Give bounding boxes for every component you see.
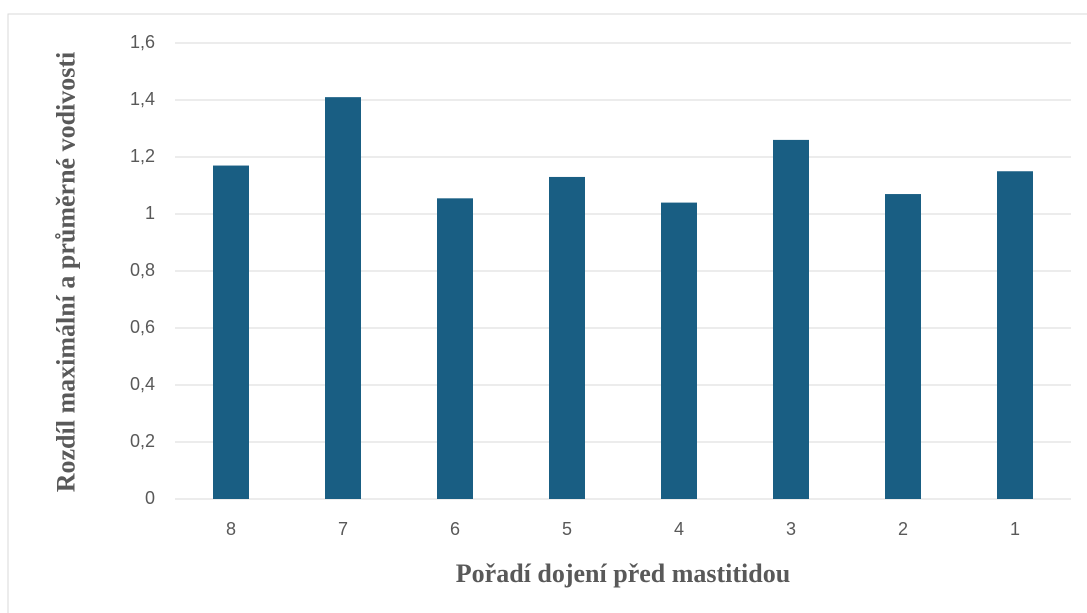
x-axis-title: Pořadí dojení před mastitidou <box>456 559 790 588</box>
bar <box>549 176 585 499</box>
y-tick-label: 1,2 <box>130 146 155 166</box>
x-tick-label: 5 <box>562 519 572 539</box>
bar <box>325 97 361 500</box>
bar <box>997 171 1033 499</box>
x-tick-label: 2 <box>898 519 908 539</box>
x-tick-label: 4 <box>674 519 684 539</box>
y-tick-label: 1,6 <box>130 32 155 52</box>
x-tick-label: 3 <box>786 519 796 539</box>
x-tick-label: 8 <box>226 519 236 539</box>
y-tick-label: 0,8 <box>130 260 155 280</box>
bar <box>661 202 697 499</box>
x-tick-label: 1 <box>1010 519 1020 539</box>
x-tick-label: 7 <box>338 519 348 539</box>
bar <box>885 194 921 500</box>
y-tick-label: 0,4 <box>130 374 155 394</box>
y-tick-label: 1 <box>145 203 155 223</box>
y-axis-title: Rozdíl maximální a průměrné vodivosti <box>51 51 81 493</box>
bar <box>213 165 249 500</box>
y-tick-label: 1,4 <box>130 89 155 109</box>
chart-border <box>7 13 1087 613</box>
y-tick-label: 0,6 <box>130 317 155 337</box>
bar <box>437 198 473 499</box>
y-tick-label: 0,2 <box>130 431 155 451</box>
x-tick-label: 6 <box>450 519 460 539</box>
y-tick-label: 0 <box>145 488 155 508</box>
bar <box>773 139 809 499</box>
